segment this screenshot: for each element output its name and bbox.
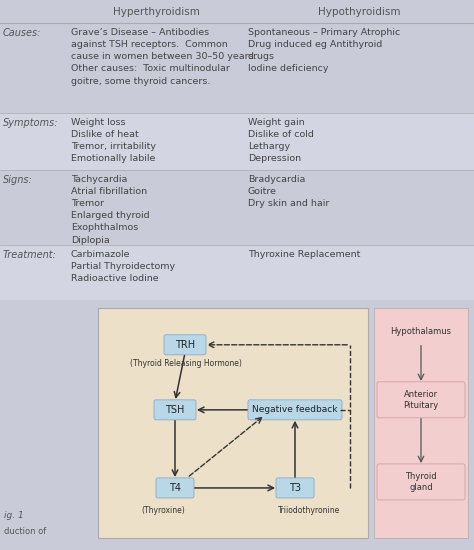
Text: T4: T4 (169, 483, 181, 493)
Text: Triiodothyronine: Triiodothyronine (278, 506, 340, 515)
Text: Signs:: Signs: (3, 175, 33, 185)
Text: Weight loss
Dislike of heat
Tremor, irritability
Emotionally labile: Weight loss Dislike of heat Tremor, irri… (71, 118, 156, 163)
Bar (0, 23, 474, 113)
Text: (Thyroxine): (Thyroxine) (141, 506, 185, 515)
Text: Causes:: Causes: (3, 28, 41, 38)
Text: Hypothyroidism: Hypothyroidism (318, 7, 401, 17)
Bar (0, 245, 474, 300)
Text: (Thyroid Releasing Hormone): (Thyroid Releasing Hormone) (130, 359, 242, 368)
Bar (98, 308, 368, 538)
Text: Tachycardia
Atrial fibrillation
Tremor
Enlarged thyroid
Exophthalmos
Diplopia: Tachycardia Atrial fibrillation Tremor E… (71, 175, 150, 245)
FancyBboxPatch shape (154, 400, 196, 420)
Text: Hypothalamus: Hypothalamus (391, 327, 452, 336)
Text: Grave’s Disease – Antibodies
against TSH receptors.  Common
cause in women betwe: Grave’s Disease – Antibodies against TSH… (71, 28, 256, 86)
Text: Weight gain
Dislike of cold
Lethargy
Depression: Weight gain Dislike of cold Lethargy Dep… (248, 118, 314, 163)
Text: ig. 1: ig. 1 (4, 511, 24, 520)
Bar (374, 308, 468, 538)
Text: Negative feedback: Negative feedback (252, 405, 338, 414)
Text: T3: T3 (289, 483, 301, 493)
Bar (0, 113, 474, 170)
Text: Thyroid
gland: Thyroid gland (405, 472, 437, 492)
FancyBboxPatch shape (377, 464, 465, 500)
Text: Carbimazole
Partial Thyroidectomy
Radioactive Iodine: Carbimazole Partial Thyroidectomy Radioa… (71, 250, 175, 283)
Bar (0, 170, 474, 245)
Text: duction of: duction of (4, 527, 46, 536)
FancyBboxPatch shape (164, 335, 206, 355)
Text: Symptoms:: Symptoms: (3, 118, 58, 128)
Text: TRH: TRH (175, 340, 195, 350)
Text: Spontaneous – Primary Atrophic
Drug induced eg Antithyroid
drugs
Iodine deficien: Spontaneous – Primary Atrophic Drug indu… (248, 28, 400, 74)
Text: Bradycardia
Goitre
Dry skin and hair: Bradycardia Goitre Dry skin and hair (248, 175, 329, 208)
Text: Hyperthyroidism: Hyperthyroidism (113, 7, 200, 17)
Text: Thyroxine Replacement: Thyroxine Replacement (248, 250, 360, 259)
FancyBboxPatch shape (377, 382, 465, 418)
Text: Treatment:: Treatment: (3, 250, 57, 260)
FancyBboxPatch shape (248, 400, 342, 420)
Text: Anterior
Pituitary: Anterior Pituitary (403, 390, 438, 410)
Text: TSH: TSH (165, 405, 185, 415)
FancyBboxPatch shape (156, 478, 194, 498)
FancyBboxPatch shape (276, 478, 314, 498)
